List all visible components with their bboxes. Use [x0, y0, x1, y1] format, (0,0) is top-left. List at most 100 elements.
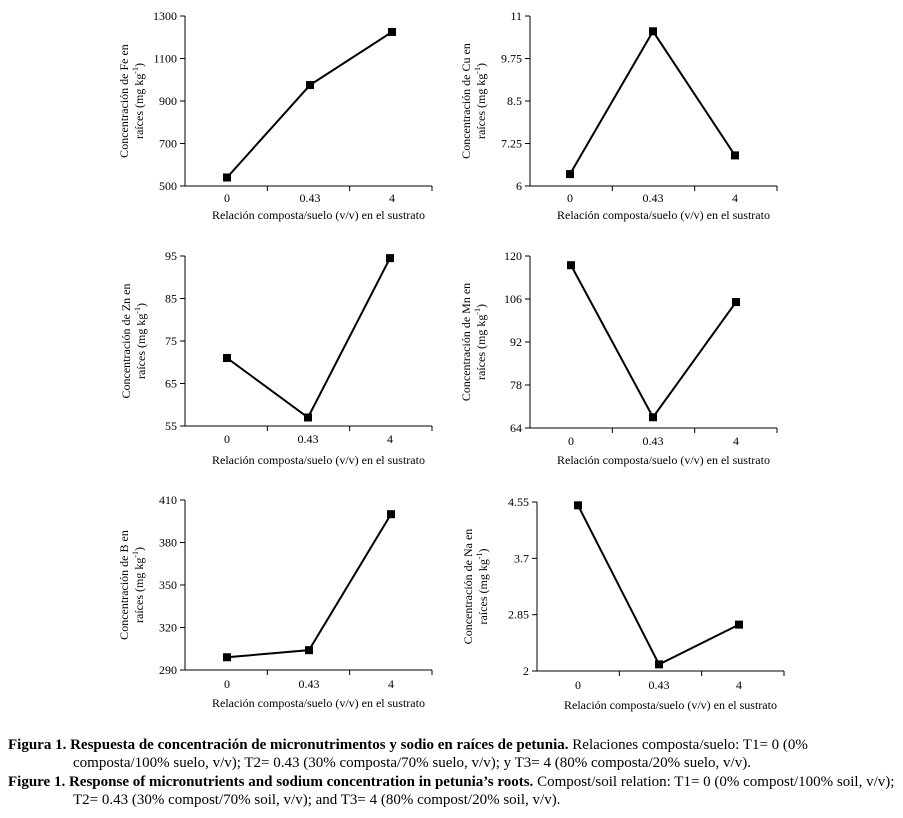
series-line [226, 31, 393, 179]
y-axis-title: Concentración de Na enraíces (mg kg-1) [461, 529, 490, 645]
y-tick-label: 290 [159, 663, 177, 677]
chart-5: 290 320 350 380 410 0 0.43 4 Relación composta/s… [117, 493, 433, 710]
caption-en-title: Figure 1. Response of micronutrients and… [8, 774, 534, 790]
x-tick-label: 0 [568, 434, 574, 448]
x-tick-label: 0 [567, 191, 573, 205]
caption-es-title: Figura 1. Respuesta de concentración de … [8, 737, 569, 753]
y-axis-title-line1: Concentración de Cu en [459, 43, 473, 159]
y-axis-title-superscript: -1 [133, 307, 142, 314]
data-point [655, 660, 663, 669]
data-point [649, 413, 657, 422]
y-axis-title: Concentración de Mn enraíces (mg kg-1) [459, 283, 488, 401]
data-point [305, 646, 313, 655]
data-point [223, 354, 231, 362]
x-tick-label: 4 [387, 432, 393, 446]
x-tick-label: 4 [732, 191, 738, 205]
y-axis-title-superscript: -1 [473, 67, 482, 74]
y-tick-label: 6 [516, 179, 522, 193]
data-point [731, 151, 739, 160]
x-tick-label: 4 [736, 678, 742, 692]
caption-en-text: Compost/soil relation: T1= 0 (0% compost… [73, 774, 895, 808]
y-axis-title-line2: raíces (mg kg [132, 558, 146, 623]
x-tick-label: 0 [224, 432, 230, 446]
data-point [387, 510, 395, 519]
y-axis-title-close: ) [134, 303, 148, 307]
chart-3: 55 65 75 85 95 0 0.43 4 Relación composta/suelo … [119, 249, 433, 467]
data-point [388, 27, 396, 36]
data-point [649, 27, 657, 36]
y-tick-label: 106 [504, 292, 522, 306]
y-tick-label: 2.85 [508, 608, 529, 622]
y-tick-label: 64 [510, 421, 522, 435]
y-axis-title-close: ) [474, 304, 488, 308]
y-tick-label: 320 [159, 621, 177, 635]
x-axis-title: Relación composta/suelo (v/v) en el sust… [212, 453, 425, 467]
x-tick-label: 4 [389, 191, 395, 205]
y-tick-label: 9.75 [501, 52, 522, 66]
y-axis-title: Concentración de Zn enraíces (mg kg-1) [119, 284, 148, 399]
y-axis-title-line1: Concentración de Na en [461, 529, 475, 645]
x-tick-label: 0.43 [300, 191, 321, 205]
y-axis-title-close: ) [132, 63, 146, 67]
series-line [226, 513, 392, 659]
y-tick-label: 11 [510, 9, 522, 23]
x-axis-title: Relación composta/suelo (v/v) en el sust… [212, 208, 425, 222]
y-axis-title-line2: raíces (mg kg [476, 559, 490, 624]
y-axis-title-line2: raíces (mg kg [474, 74, 488, 139]
y-axis-title-line1: Concentración de Fe en [117, 44, 131, 158]
y-tick-label: 78 [510, 378, 522, 392]
x-tick-label: 4 [388, 677, 394, 691]
y-tick-label: 3.7 [514, 551, 529, 565]
data-point [304, 413, 312, 422]
y-tick-label: 380 [159, 536, 177, 550]
caption-es-text: Relaciones composta/suelo: T1= 0 (0% com… [73, 737, 808, 771]
x-tick-label: 0 [224, 677, 230, 691]
y-axis-title: Concentración de Fe enraíces (mg kg-1) [117, 44, 146, 158]
y-tick-label: 85 [165, 292, 177, 306]
chart-6: 2 2.85 3.7 4.55 0 0.43 4 Relación composta/suel… [461, 495, 785, 712]
y-tick-label: 95 [165, 249, 177, 263]
data-point [735, 620, 743, 629]
y-axis-title-superscript: -1 [473, 308, 482, 315]
y-axis-title-line2: raíces (mg kg [132, 74, 146, 139]
y-axis-title-superscript: -1 [475, 553, 484, 560]
y-axis-title-line2: raíces (mg kg [134, 314, 148, 379]
data-point [566, 170, 574, 179]
y-axis-title-superscript: -1 [131, 551, 140, 558]
data-point [567, 261, 575, 270]
x-tick-label: 0.43 [298, 432, 319, 446]
x-tick-label: 4 [733, 434, 739, 448]
y-tick-label: 120 [504, 249, 522, 263]
data-point [386, 254, 394, 263]
y-tick-label: 92 [510, 335, 522, 349]
y-axis-title-close: ) [474, 63, 488, 67]
chart-2: 6 7.25 8.5 9.75 11 0 0.43 4 Relación composta/su… [459, 9, 778, 222]
y-tick-label: 900 [159, 94, 177, 108]
y-axis-title-line1: Concentración de Mn en [459, 283, 473, 401]
y-axis-title-superscript: -1 [131, 67, 140, 74]
chart-1: 500 700 900 1100 1300 0 0.43 4 Relación composta… [117, 9, 433, 222]
x-tick-label: 0.43 [643, 434, 664, 448]
series-line [577, 504, 740, 666]
y-tick-label: 410 [159, 493, 177, 507]
y-tick-label: 700 [159, 137, 177, 151]
x-tick-label: 0 [224, 191, 230, 205]
figure-caption-spanish: Figura 1. Respuesta de concentración de … [8, 736, 896, 772]
figure-caption-english: Figure 1. Response of micronutrients and… [8, 773, 896, 809]
y-tick-label: 1300 [153, 9, 177, 23]
series-line [570, 264, 737, 420]
data-point [574, 501, 582, 510]
y-tick-label: 1100 [153, 52, 177, 66]
data-point [732, 298, 740, 307]
y-axis-title-close: ) [132, 547, 146, 551]
x-tick-label: 0.43 [643, 191, 664, 205]
x-tick-label: 0.43 [299, 677, 320, 691]
x-axis-title: Relación composta/suelo (v/v) en el sust… [564, 698, 777, 712]
y-axis-title-close: ) [476, 549, 490, 553]
y-tick-label: 8.5 [507, 94, 522, 108]
y-tick-label: 65 [165, 377, 177, 391]
y-tick-label: 7.25 [501, 137, 522, 151]
y-tick-label: 350 [159, 578, 177, 592]
y-tick-label: 500 [159, 179, 177, 193]
